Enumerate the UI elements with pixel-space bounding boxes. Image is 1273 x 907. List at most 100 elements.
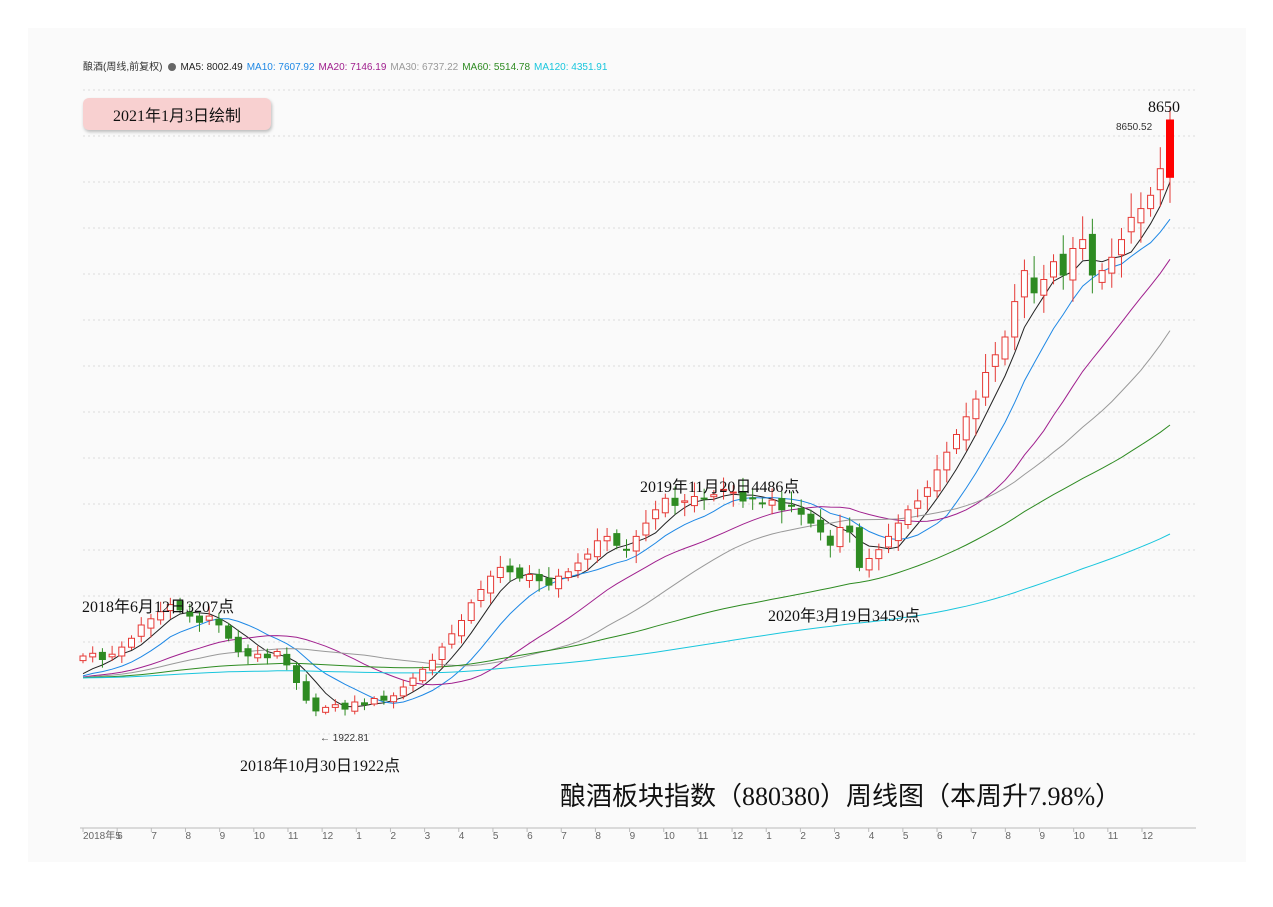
candle (428, 659, 436, 671)
candle (671, 497, 679, 506)
candle (574, 562, 582, 572)
x-tick-label: 6 (527, 831, 533, 842)
candle (593, 540, 601, 558)
candle (749, 497, 757, 500)
candle (1050, 261, 1057, 278)
candle (826, 535, 834, 546)
candle (438, 646, 446, 660)
ma-line-ma120 (82, 533, 1171, 679)
candle (855, 527, 863, 568)
annotation-2020-mar: 2020年3月19日3459点 (768, 607, 920, 625)
candle (846, 525, 854, 533)
legend-title: 酿酒(周线,前复权) (83, 62, 163, 73)
candle (293, 665, 300, 684)
top-strip (0, 0, 1273, 28)
candle (953, 434, 960, 450)
legend-ma10: MA10: 7607.92 (246, 62, 315, 73)
candle (1088, 233, 1096, 276)
x-tick-label: 11 (288, 831, 299, 842)
candle (1108, 256, 1116, 274)
legend-ma20: MA20: 7146.19 (318, 62, 387, 73)
candle (98, 651, 106, 661)
candle (690, 496, 698, 507)
chart-title: 酿酒板块指数（880380）周线图（本周升7.98%） (560, 782, 1121, 811)
candle (758, 502, 766, 505)
candle (302, 681, 310, 701)
candle (1030, 277, 1038, 294)
candle (545, 577, 553, 586)
candle (729, 491, 737, 494)
candle (419, 668, 427, 682)
candle (525, 574, 533, 581)
candle (1137, 208, 1145, 224)
candle (923, 487, 931, 497)
candle (1020, 270, 1028, 298)
candle (273, 651, 281, 657)
candle (623, 548, 630, 551)
x-tick-label: 2018年5 (83, 829, 121, 842)
candle (982, 372, 990, 398)
candle (739, 491, 747, 502)
candle (788, 504, 795, 507)
ma-line-ma60 (82, 424, 1171, 679)
candle (797, 507, 805, 515)
x-tick-label: 4 (869, 831, 875, 842)
settings-icon[interactable] (168, 63, 177, 71)
x-tick-label: 10 (664, 831, 676, 842)
candle (1069, 248, 1077, 281)
candle (448, 633, 456, 645)
x-tick-label: 2 (800, 831, 806, 842)
candle (652, 509, 660, 520)
ma-line-ma20 (82, 259, 1171, 686)
candle (166, 604, 174, 612)
candle (487, 575, 495, 594)
candle (351, 701, 359, 712)
candle (176, 600, 184, 611)
ma-line-ma5 (82, 181, 1171, 708)
annotation-2018-oct: 2018年10月30日1922点 (240, 757, 400, 775)
candle (661, 497, 669, 514)
candle (875, 549, 883, 560)
candle (341, 702, 349, 710)
x-tick-label: 6 (117, 831, 123, 842)
candle (234, 636, 242, 653)
candle (555, 575, 563, 590)
candle (137, 624, 145, 637)
candle (1127, 216, 1135, 233)
candle (1040, 279, 1048, 296)
candle (710, 494, 718, 498)
candle (613, 533, 621, 546)
x-tick-label: 8 (595, 831, 601, 842)
x-tick-label: 9 (1040, 831, 1046, 842)
x-tick-label: 5 (493, 831, 499, 842)
candle (1166, 119, 1174, 178)
candle (885, 535, 892, 548)
x-tick-label: 4 (459, 831, 465, 842)
date-badge: 2021年1月3日绘制 (83, 98, 271, 130)
annotation-2019-nov: 2019年11月20日4486点 (640, 478, 799, 496)
candle (991, 354, 999, 367)
candle (1001, 336, 1009, 360)
x-tick-label: 3 (425, 831, 431, 842)
high-label: 8650.52 (1116, 122, 1153, 133)
candle (205, 615, 213, 621)
candle (817, 519, 825, 533)
candle (1079, 239, 1087, 250)
candle (933, 469, 941, 492)
candle (836, 527, 844, 548)
ma-line-ma10 (82, 218, 1171, 704)
x-tick-label: 9 (630, 831, 636, 842)
low-label: ← 1922.81 (320, 733, 369, 744)
x-tick-label: 7 (561, 831, 567, 842)
candle (89, 652, 97, 658)
candle (914, 500, 922, 509)
candle (603, 535, 611, 542)
candle (1098, 270, 1106, 283)
candle (244, 648, 252, 657)
candles (79, 106, 1174, 717)
x-tick-label: 8 (1005, 831, 1011, 842)
candle (1156, 168, 1164, 191)
candle (254, 653, 262, 659)
candle (108, 653, 116, 658)
